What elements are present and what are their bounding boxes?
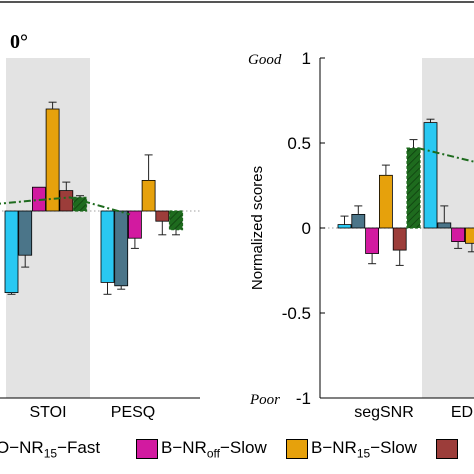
- legend-label-suffix: −Fast: [57, 437, 101, 457]
- right-panel: segSNR ED -1 -0.5 0 0.5 1 Good Poor Normalized sc…: [248, 49, 474, 421]
- legend-swatch: [286, 439, 308, 459]
- bar: [18, 210, 33, 256]
- bar: [141, 179, 156, 212]
- x-tick-label: ED: [451, 404, 473, 421]
- x-tick-label: PESQ: [111, 404, 155, 421]
- x-tick-label: segSNR: [354, 404, 414, 421]
- y-tick-label: -1: [296, 389, 311, 408]
- y-tick-label: -0.5: [282, 304, 311, 323]
- bar: [114, 210, 129, 287]
- legend-label-subscript: off: [206, 446, 220, 461]
- trend-line: [0, 196, 131, 216]
- legend-item: B−NRoff−Slow: [136, 434, 267, 464]
- bar: [451, 227, 466, 242]
- legend-item: O−NR15−Fast: [0, 434, 100, 464]
- bar: [464, 227, 474, 244]
- legend-item: B−NR15−Slow: [286, 434, 417, 464]
- y-tick-label: 1: [302, 49, 311, 68]
- bar: [45, 108, 60, 212]
- legend-label: O−NR15−Fast: [0, 438, 100, 460]
- chart-title: 0°: [10, 31, 28, 53]
- legend-label-prefix: O−NR: [0, 437, 44, 457]
- legend-label-subscript: 15: [356, 446, 371, 461]
- bar: [423, 122, 438, 229]
- legend-label-suffix: −Slow: [219, 437, 267, 457]
- trend-line: [417, 147, 474, 163]
- legend-label-prefix: B−NR: [311, 437, 357, 457]
- x-tick-label: STOI: [29, 404, 66, 421]
- left-panel: STOI PESQ 0°: [0, 31, 200, 421]
- legend-label: B−NRoff−Slow: [161, 438, 267, 460]
- y-tick-label: 0.5: [287, 134, 311, 153]
- bar: [365, 227, 380, 254]
- y-end-label-poor: Poor: [249, 392, 280, 408]
- bar: [378, 174, 393, 229]
- legend-label-subscript: 15: [43, 446, 58, 461]
- legend-swatch: [436, 439, 458, 459]
- legend-item: [436, 434, 461, 464]
- bar: [59, 190, 74, 212]
- y-end-label-good: Good: [248, 52, 282, 68]
- legend: O−NR15−Fast B−NRoff−Slow B−NR15−Slow: [0, 432, 474, 468]
- bar: [155, 210, 170, 222]
- legend-label: B−NR15−Slow: [311, 438, 417, 460]
- legend-label-prefix: B−NR: [161, 437, 207, 457]
- bar: [406, 147, 421, 229]
- y-axis-label: Normalized scores: [249, 166, 266, 290]
- bar: [351, 213, 366, 229]
- y-tick-label: 0: [302, 219, 311, 238]
- legend-swatch: [136, 439, 158, 459]
- bar: [4, 210, 19, 293]
- bar: [437, 222, 452, 229]
- bar: [337, 224, 352, 229]
- bar: [100, 210, 115, 283]
- bar: [392, 227, 407, 251]
- legend-label-suffix: −Slow: [370, 437, 417, 457]
- bar: [168, 210, 184, 231]
- bar: [127, 210, 142, 239]
